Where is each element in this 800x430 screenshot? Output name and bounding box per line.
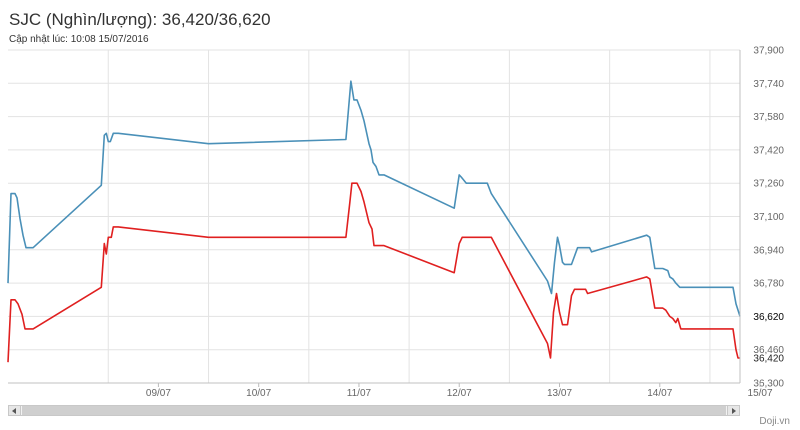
scroll-right-button[interactable]: [727, 406, 739, 415]
y-tick-label: 37,580: [753, 112, 784, 123]
scroll-left-button[interactable]: [9, 406, 21, 415]
y-tick-label: 37,900: [753, 46, 784, 57]
chart-subtitle: Cập nhật lúc: 10:08 15/07/2016: [9, 34, 149, 45]
x-axis: 09/07 10/07 11/07 12/07 13/07 14/07 15/07: [8, 382, 773, 399]
x-tick-label: 11/07: [347, 388, 372, 399]
y-tick-label: 37,420: [753, 145, 784, 156]
end-labels: 36,620 36,420: [753, 312, 784, 365]
y-tick-label: 37,740: [753, 79, 784, 90]
arrow-left-icon: [12, 408, 16, 414]
y-tick-label: 37,100: [753, 212, 784, 223]
x-tick-label: 15/07: [748, 388, 773, 399]
arrow-right-icon: [732, 408, 736, 414]
y-tick-label: 36,460: [753, 345, 784, 356]
series-end-label-1: 36,420: [753, 354, 784, 365]
chart-scrollbar[interactable]: [8, 405, 740, 416]
gridlines: [8, 49, 740, 384]
y-tick-label: 37,260: [753, 179, 784, 190]
scrollbar-thumb[interactable]: [22, 406, 726, 415]
credit-text: Doji.vn: [759, 416, 790, 427]
series-line-0: [7, 80, 741, 317]
y-axis: 36,300 36,460 36,620 36,780 36,940 37,100 37,2…: [739, 46, 784, 390]
series-end-label-0: 36,620: [753, 312, 784, 323]
series-line-1: [7, 182, 740, 363]
chart-title: SJC (Nghìn/lượng): 36,420/36,620: [9, 10, 271, 29]
x-tick-label: 10/07: [246, 388, 271, 399]
x-tick-label: 12/07: [447, 388, 472, 399]
plot-area: [7, 80, 741, 363]
y-tick-label: 36,620: [753, 312, 784, 323]
x-tick-label: 13/07: [547, 388, 572, 399]
x-tick-label: 14/07: [647, 388, 672, 399]
price-chart: 36,300 36,460 36,620 36,780 36,940 37,100 37,2…: [7, 46, 784, 399]
y-tick-label: 36,300: [753, 379, 784, 390]
x-tick-label: 09/07: [146, 388, 171, 399]
y-tick-label: 36,940: [753, 245, 784, 256]
y-tick-label: 36,780: [753, 279, 784, 290]
